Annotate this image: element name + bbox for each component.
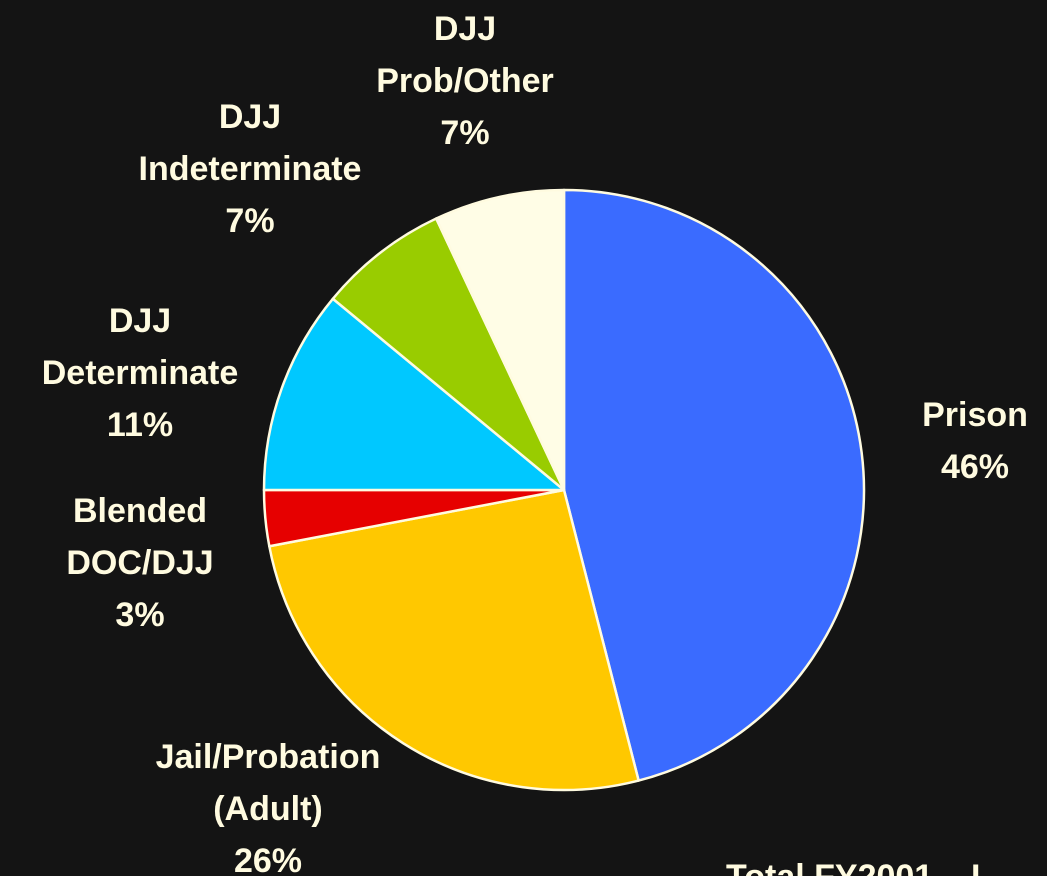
slice-labels: Prison 46% Jail/Probation (Adult) 26% Blended…: [42, 10, 1028, 876]
slice-label-3: DJJ Determinate 11%: [42, 302, 239, 444]
slice-label-line: 11%: [107, 406, 173, 444]
pie-slice-4: [331, 217, 566, 492]
pie-slice-0: [562, 188, 866, 782]
slice-label-line: Indeterminate: [139, 150, 362, 188]
slice-label-line: Determinate: [42, 354, 239, 392]
pie-slice-5: [435, 188, 566, 492]
slice-label-line: DJJ: [109, 302, 171, 340]
slice-label-line: DJJ: [219, 98, 281, 136]
slice-label-line: Blended: [73, 492, 207, 530]
footer-total-text: Total FY2001 – I: [726, 858, 980, 876]
pie-slice-3: [262, 297, 566, 492]
slice-label-line: 7%: [225, 202, 274, 240]
slice-label-line: Prob/Other: [376, 62, 554, 100]
pie-slice-1: [268, 488, 640, 792]
slice-label-2: Blended DOC/DJJ 3%: [66, 492, 213, 634]
pie-slices: [262, 188, 866, 792]
slice-label-line: Jail/Probation: [156, 738, 381, 776]
slice-label-line: Prison: [922, 396, 1028, 434]
slice-label-line: 7%: [440, 114, 489, 152]
slice-label-line: DOC/DJJ: [66, 544, 213, 582]
slice-label-line: DJJ: [434, 10, 496, 48]
slice-label-5: DJJ Prob/Other 7%: [376, 10, 554, 152]
slice-label-1: Jail/Probation (Adult) 26%: [156, 738, 381, 876]
slice-label-line: 46%: [941, 448, 1009, 486]
slice-label-line: 3%: [115, 596, 164, 634]
slice-label-line: (Adult): [213, 790, 323, 828]
slice-label-0: Prison 46%: [922, 396, 1028, 486]
slice-label-line: 26%: [234, 842, 302, 876]
slice-label-4: DJJ Indeterminate 7%: [139, 98, 362, 240]
